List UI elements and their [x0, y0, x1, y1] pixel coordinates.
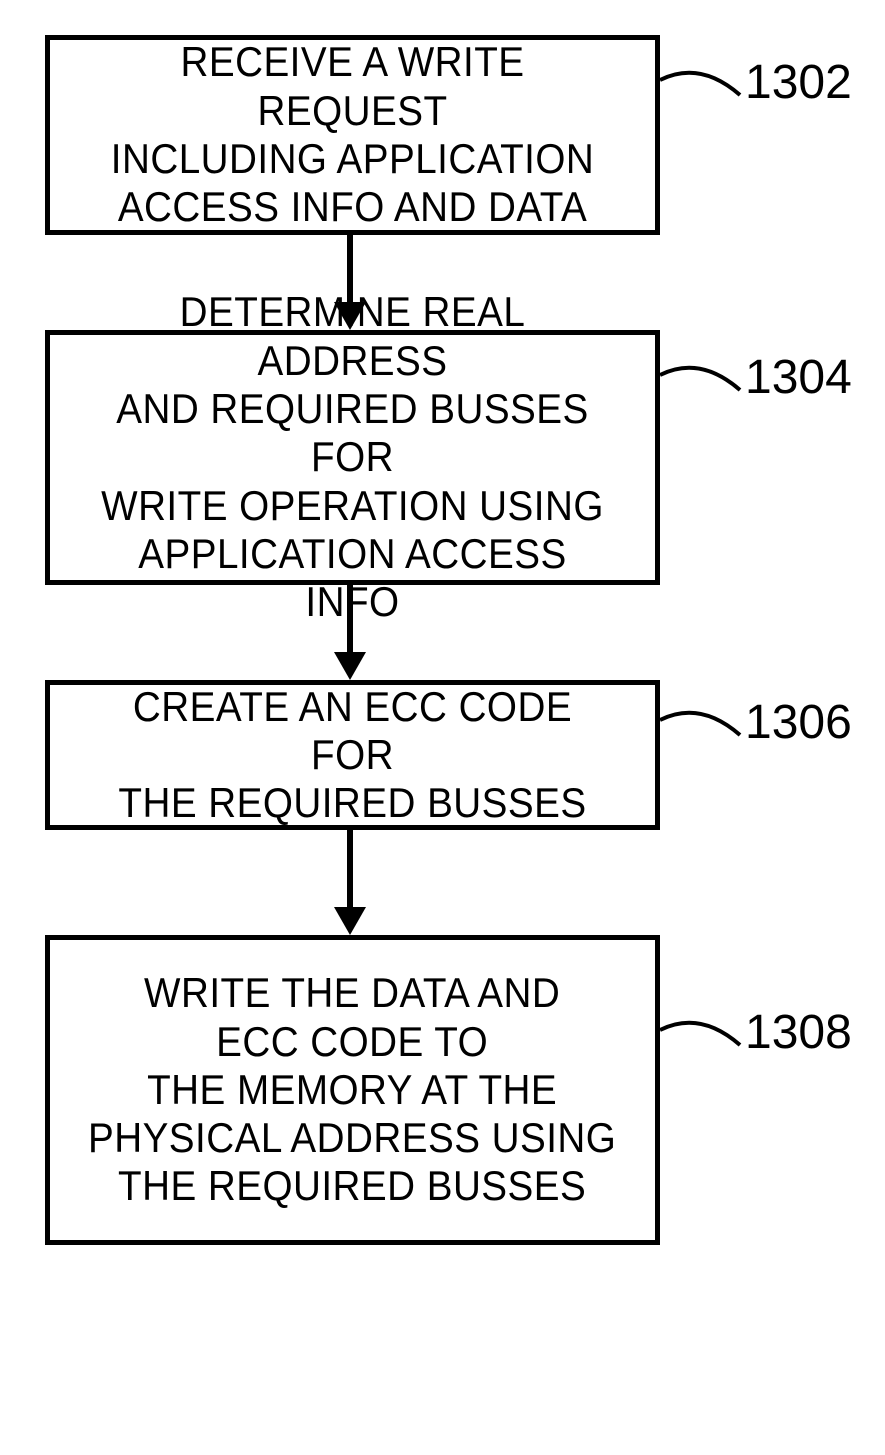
leader-4: [0, 0, 885, 1455]
ref-label-4: 1308: [745, 1005, 852, 1060]
flowchart-canvas: RECEIVE A WRITE REQUESTINCLUDING APPLICA…: [0, 0, 885, 1455]
